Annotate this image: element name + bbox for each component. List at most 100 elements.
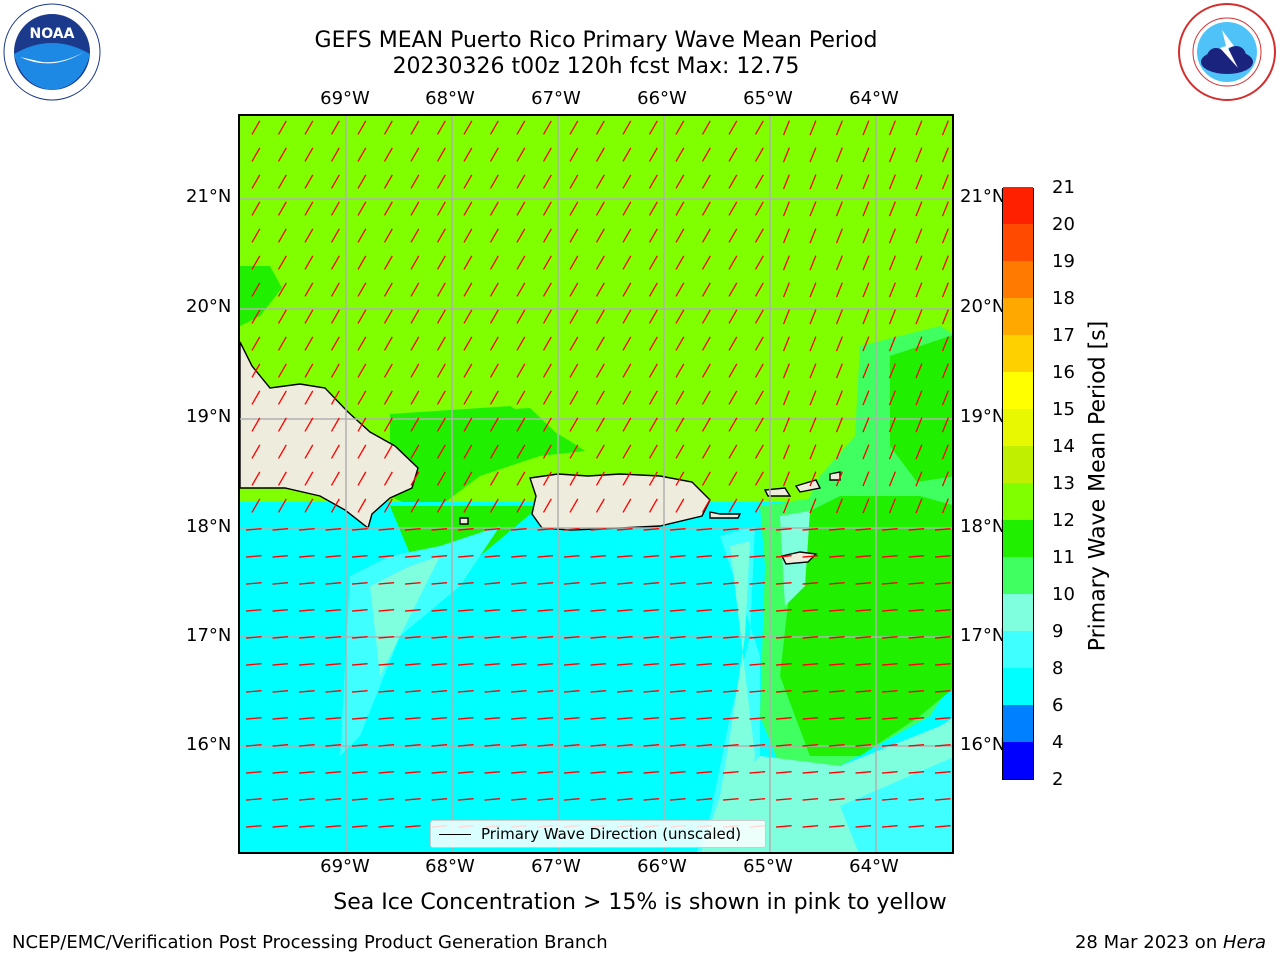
wave-arrow [405, 853, 421, 854]
wave-arrow [828, 582, 845, 585]
wave-arrow [616, 798, 633, 801]
wave-arrow [325, 690, 342, 693]
wave-arrow [915, 471, 923, 487]
wave-arrow [463, 228, 473, 243]
colorbar-tick-label: 14 [1052, 436, 1075, 457]
wave-arrow [516, 309, 526, 324]
wave-arrow [616, 744, 633, 747]
wave-arrow [436, 255, 446, 270]
wave-arrow [595, 228, 605, 243]
wave-arrow [463, 120, 473, 135]
wave-arrow [378, 582, 395, 585]
wave-arrow [595, 282, 605, 297]
wave-arrow [272, 717, 289, 720]
wave-arrow [431, 636, 448, 639]
wave-arrow [696, 555, 713, 558]
wave-arrow [463, 174, 473, 189]
wave-arrow [251, 282, 261, 297]
period-region-11 [890, 335, 952, 495]
wave-arrow [728, 282, 738, 297]
wave-arrow [357, 471, 367, 486]
wave-arrow [489, 363, 499, 378]
wave-arrow [835, 444, 843, 460]
wave-arrow [754, 444, 764, 459]
wave-arrow [463, 498, 473, 513]
wave-arrow [675, 282, 685, 297]
wave-arrow [277, 471, 287, 486]
wave-arrow [590, 663, 607, 666]
wave-arrow [378, 717, 395, 720]
wave-arrow [463, 309, 473, 324]
wave-arrow [908, 609, 925, 612]
wave-arrow [669, 582, 686, 585]
wave-arrow [404, 717, 421, 720]
wave-arrow [941, 309, 949, 325]
wave-arrow [489, 336, 499, 351]
wave-arrow [251, 201, 261, 216]
wave-arrow [463, 363, 473, 378]
wave-arrow [245, 744, 262, 747]
wave-arrow [643, 717, 660, 720]
wave-arrow [701, 147, 711, 162]
wave-arrow [782, 390, 790, 406]
wave-arrow [245, 636, 262, 639]
wave-arrow [622, 147, 632, 162]
wave-arrow [722, 636, 739, 639]
wave-arrow [828, 798, 845, 801]
wave-arrow [828, 663, 845, 666]
legend-label: Primary Wave Direction (unscaled) [481, 825, 742, 843]
wave-arrow [909, 853, 925, 854]
wave-arrow [802, 636, 819, 639]
wave-arrow [802, 771, 819, 774]
period-region-11 [780, 496, 952, 756]
wave-arrow [458, 853, 474, 854]
wave-arrow [325, 663, 342, 666]
wave-arrow [569, 471, 579, 486]
wave-arrow [595, 120, 605, 135]
wave-arrow [754, 255, 764, 270]
wave-arrow [383, 120, 393, 135]
wave-arrow [245, 528, 262, 531]
wave-arrow [941, 390, 949, 406]
wave-arrow [357, 417, 367, 432]
wave-arrow [915, 363, 923, 379]
wave-arrow [457, 771, 474, 774]
wave-arrow [855, 717, 872, 720]
wave-arrow [351, 744, 368, 747]
wave-arrow [862, 363, 870, 379]
wave-arrow [809, 390, 817, 406]
wave-arrow [457, 663, 474, 666]
wave-arrow [595, 147, 605, 162]
wave-arrow [563, 528, 580, 531]
wave-arrow [908, 744, 925, 747]
wave-arrow [809, 120, 817, 136]
wave-arrow [489, 201, 499, 216]
wave-arrow [404, 744, 421, 747]
wave-arrow [245, 798, 262, 801]
wave-arrow [934, 798, 951, 801]
wave-arrow [383, 471, 393, 486]
wave-arrow [542, 201, 552, 216]
wave-arrow [304, 255, 314, 270]
wave-arrow [701, 390, 711, 405]
wave-arrow [436, 309, 446, 324]
wave-arrow [622, 444, 632, 459]
wave-arrow [675, 255, 685, 270]
wave-arrow [537, 744, 554, 747]
wave-arrow [881, 582, 898, 585]
lon-label-top: 66°W [637, 88, 687, 109]
wave-arrow [431, 771, 448, 774]
wave-arrow [934, 582, 951, 585]
wave-arrow [802, 825, 819, 828]
wave-arrow [542, 309, 552, 324]
wave-arrow [436, 471, 446, 486]
wave-arrow [616, 555, 633, 558]
colorbar [1002, 186, 1034, 780]
wave-arrow [351, 528, 368, 531]
wave-arrow [542, 444, 552, 459]
wave-arrow [542, 147, 552, 162]
wave-arrow [934, 555, 951, 558]
wave-arrow [669, 609, 686, 612]
wave-arrow [809, 255, 817, 271]
wave-arrow [484, 582, 501, 585]
